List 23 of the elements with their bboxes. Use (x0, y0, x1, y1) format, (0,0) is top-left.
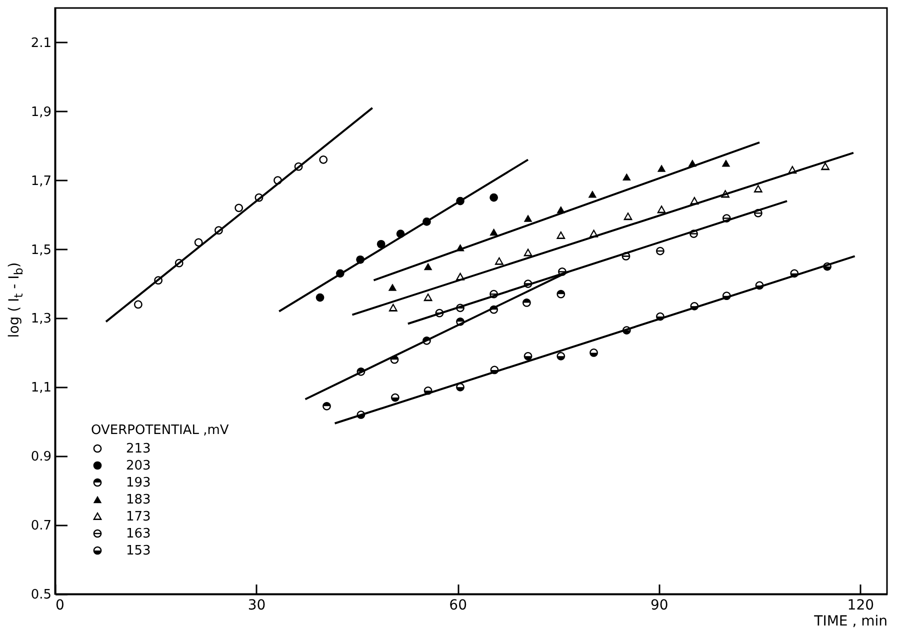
y-tick-label: 0.5 (30, 588, 52, 602)
y-tick-label: 0.9 (30, 450, 52, 465)
x-axis-title: TIME , min (813, 614, 888, 630)
legend-label: 203 (126, 458, 151, 474)
legend-label: 173 (126, 510, 151, 524)
y-tick-label: 1,1 (30, 380, 52, 396)
x-tick-label: 90 (650, 598, 668, 614)
legend-label: 163 (126, 526, 151, 542)
legend-title: OVERPOTENTIAL ,mV (91, 423, 229, 438)
legend-label: 213 (126, 442, 151, 456)
x-tick-label: 120 (847, 598, 874, 614)
y-tick-label: 2.1 (30, 36, 52, 51)
y-tick-label: 1,7 (30, 174, 52, 189)
y-tick-label: 0.7 (30, 518, 52, 534)
x-tick-label: 0 (56, 598, 64, 614)
y-tick-label: 1,3 (30, 312, 52, 327)
y-tick-label: 1,9 (30, 104, 52, 120)
x-tick-label: 30 (248, 598, 266, 614)
legend-label: 183 (126, 492, 151, 508)
y-tick-label: 1,5 (30, 242, 52, 258)
legend-label: 153 (126, 544, 151, 558)
legend-label: 193 (126, 476, 151, 490)
x-tick-label: 60 (449, 598, 467, 614)
